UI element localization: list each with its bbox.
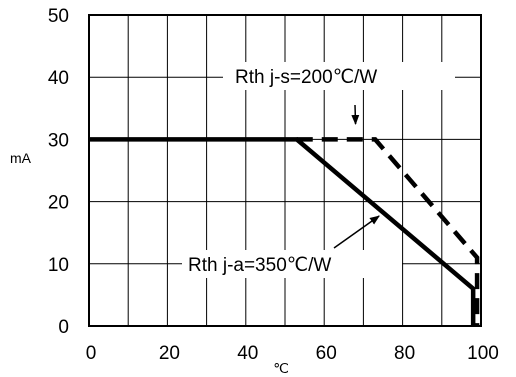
- series: [89, 137, 480, 326]
- y-tick-label: 40: [48, 68, 69, 89]
- grid: [89, 15, 481, 326]
- annotation-bg: [182, 250, 402, 278]
- x-tick-label: 60: [316, 343, 337, 364]
- y-tick-label: 10: [48, 255, 69, 276]
- series-line-1: [296, 137, 480, 326]
- tick-labels: 0 10 20 30 40 50 0 20 40 60 80 100: [48, 6, 499, 364]
- y-tick-label: 50: [48, 6, 69, 27]
- annotation-arrow: [351, 104, 360, 125]
- annotation-label: Rth j-a=350℃/W: [188, 255, 331, 276]
- x-tick-label: 40: [237, 343, 258, 364]
- x-tick-label: 100: [467, 343, 499, 364]
- x-tick-label: 80: [394, 343, 415, 364]
- annotation-label: Rth j-s=200℃/W: [235, 67, 377, 88]
- y-tick-label: 20: [48, 193, 69, 214]
- x-tick-label: 0: [86, 343, 97, 364]
- x-tick-label: 20: [159, 343, 180, 364]
- y-tick-label: 0: [58, 317, 69, 338]
- annotations: Rth j-s=200℃/W Rth j-a=350℃/W: [182, 62, 455, 278]
- y-tick-label: 30: [48, 130, 69, 151]
- y-axis-label: mA: [10, 150, 32, 166]
- x-axis-label: ℃: [273, 360, 289, 376]
- series-line-0: [89, 137, 476, 326]
- annotation-arrow: [333, 215, 380, 249]
- annotation-bg: [223, 62, 455, 90]
- plot-frame: [88, 14, 482, 327]
